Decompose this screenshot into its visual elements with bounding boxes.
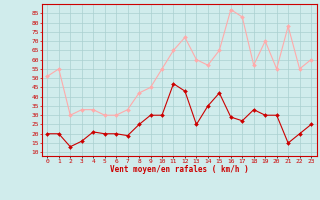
X-axis label: Vent moyen/en rafales ( km/h ): Vent moyen/en rafales ( km/h ) bbox=[110, 165, 249, 174]
